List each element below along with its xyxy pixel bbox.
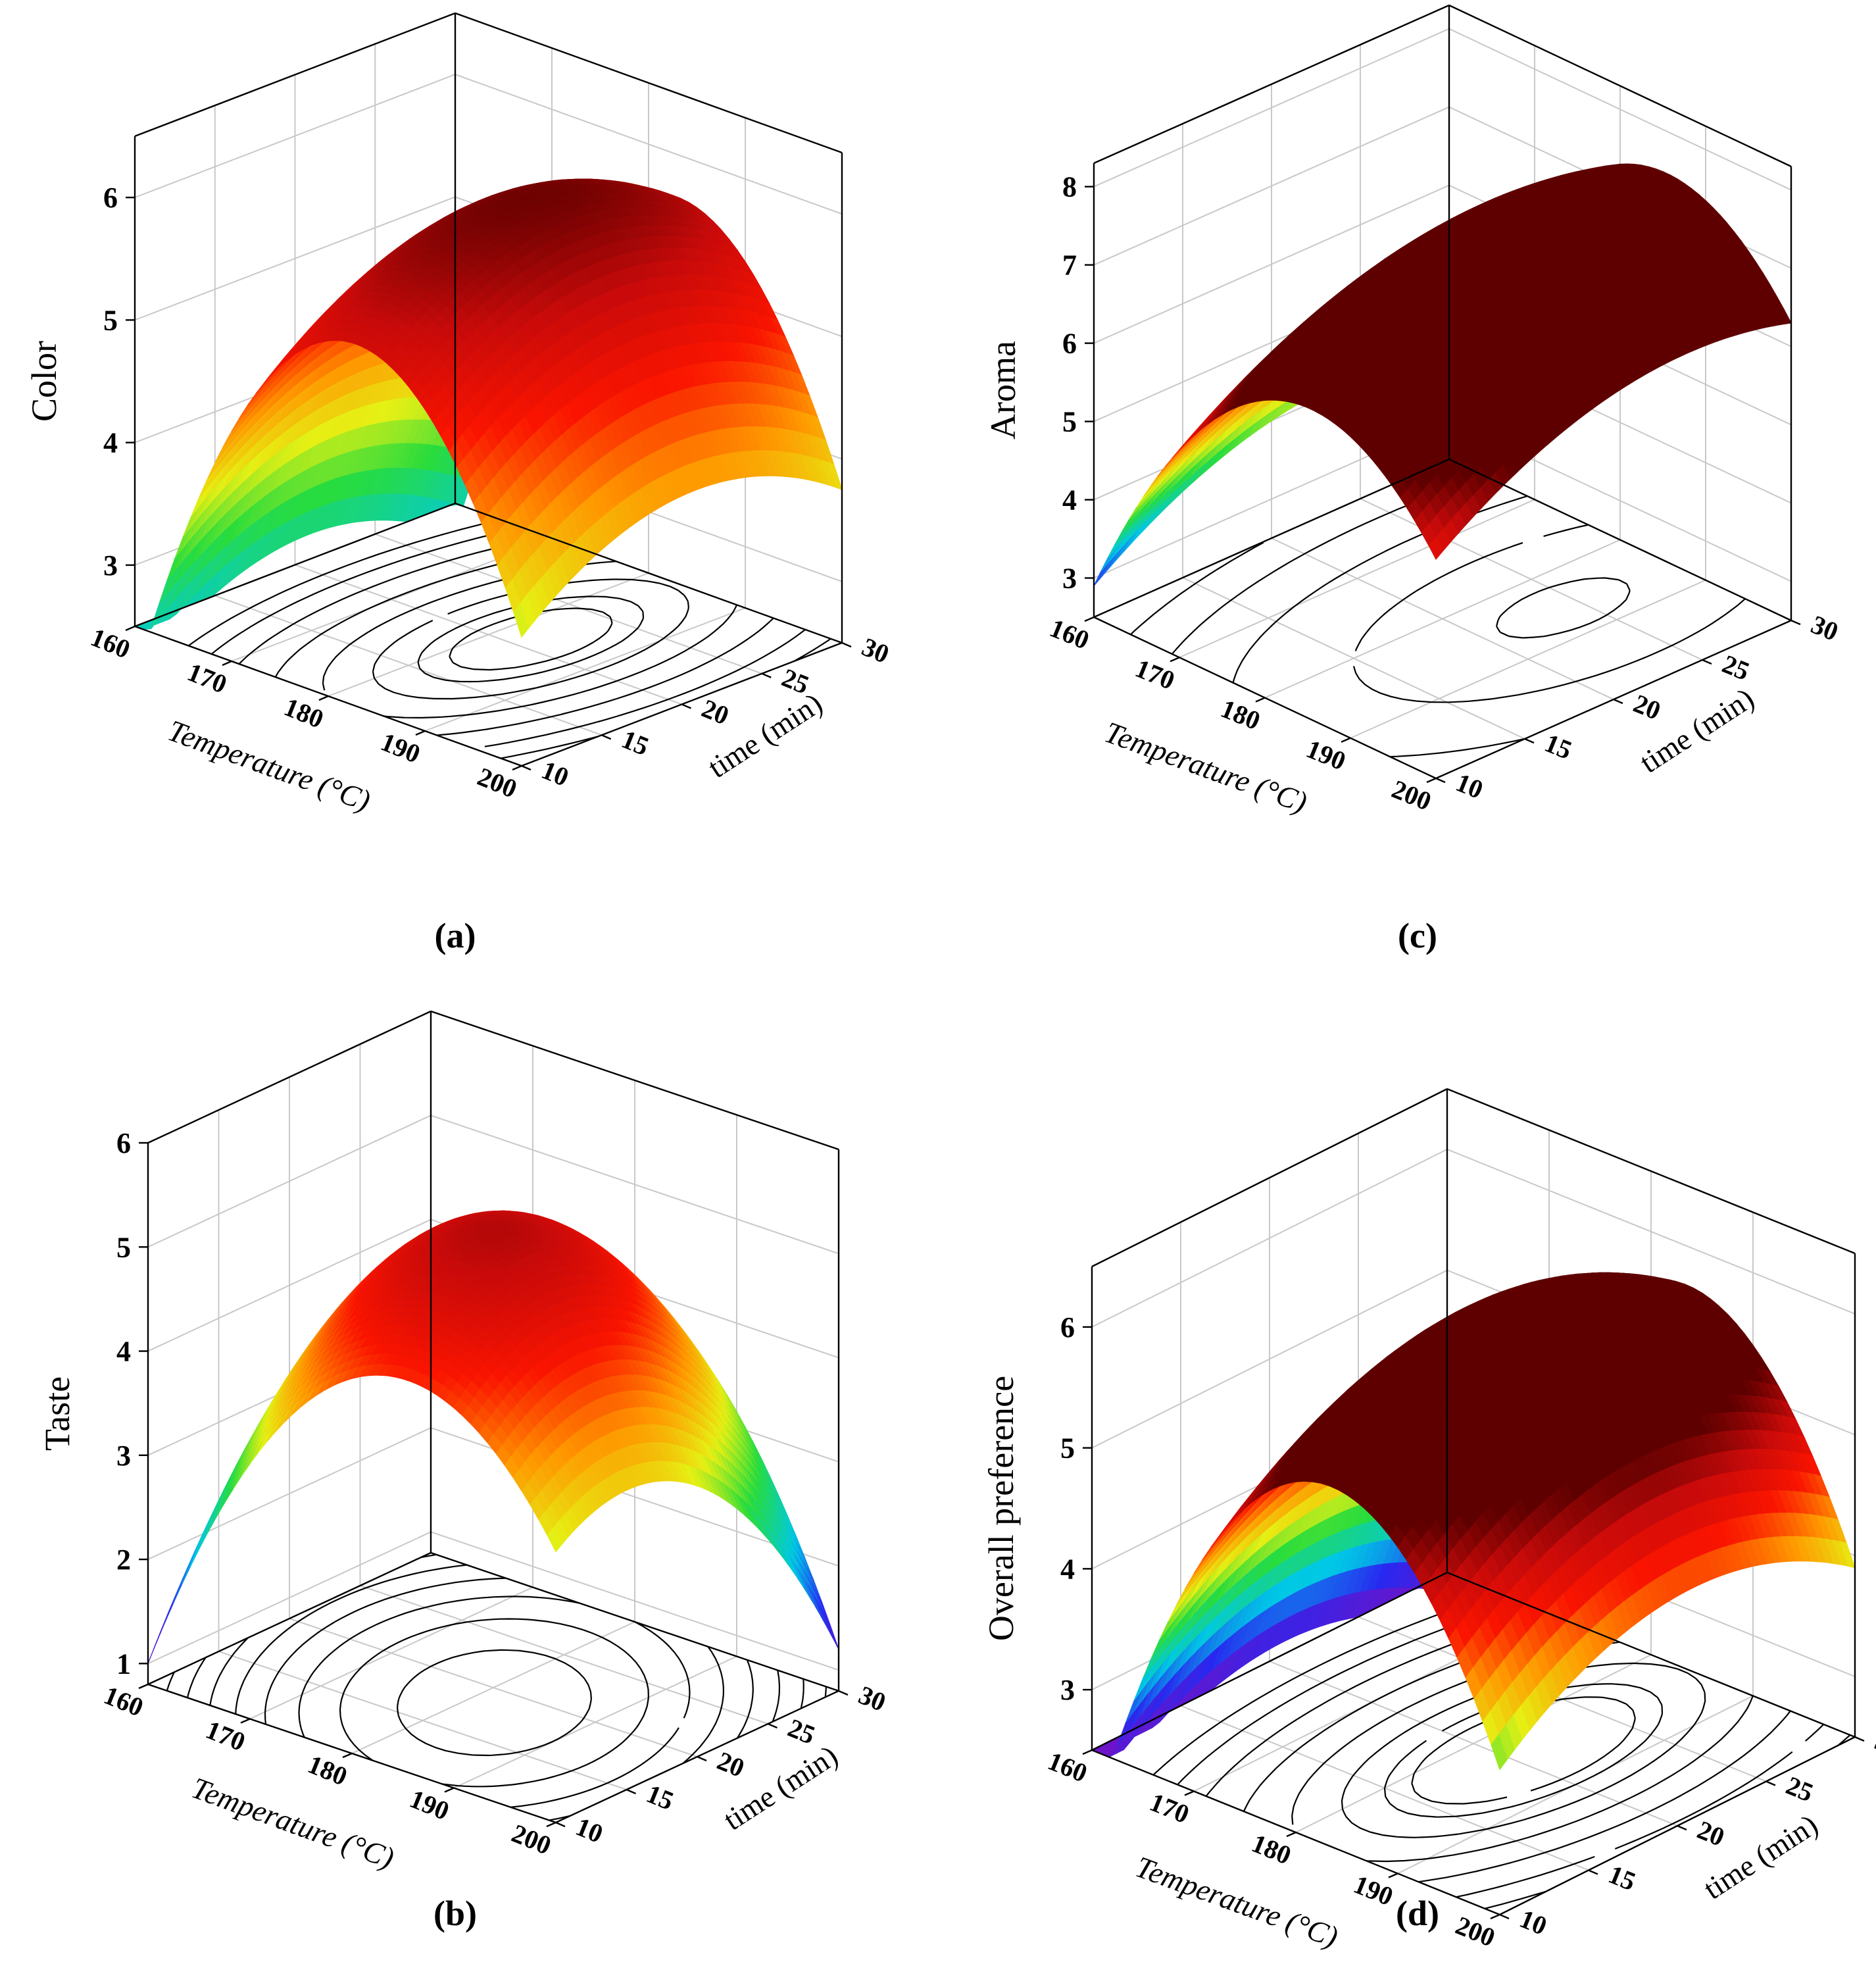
x-tick-label: 170 [1131, 653, 1179, 695]
y-tick-label: 15 [618, 724, 653, 761]
y-tick-label: 10 [1452, 767, 1487, 805]
contour-line [166, 1671, 827, 1698]
x-tick-label: 180 [1217, 693, 1264, 736]
y-tick-mark [601, 734, 612, 740]
z-tick-label: 8 [1062, 171, 1077, 203]
y-tick-mark [841, 641, 852, 648]
x-axis-label: Temperature (°C) [164, 713, 375, 817]
z-tick-label: 6 [1062, 328, 1077, 360]
z-tick-label: 3 [1062, 563, 1077, 595]
y-tick-mark [1702, 659, 1712, 665]
surface-cell [1093, 562, 1109, 586]
y-tick-mark [521, 765, 531, 771]
x-tick-label: 170 [184, 657, 231, 699]
panel-c: 160 170 180 190 200 10 15 20 25 30 3 4 5 6 7 8 Aroma Te… [983, 4, 1842, 955]
z-tick-label: 4 [1062, 484, 1077, 516]
y-tick-mark [1790, 619, 1801, 626]
contour-line [298, 1596, 691, 1808]
y-tick-mark [761, 672, 772, 678]
contour-line [209, 1553, 780, 1723]
x-axis-label: Temperature (°C) [1100, 715, 1312, 819]
y-tick-label: 20 [1629, 688, 1665, 726]
y-tick-label: 15 [1541, 728, 1576, 765]
x-tick-mark [1341, 737, 1351, 743]
x-tick-mark [222, 660, 232, 667]
contour-line [210, 526, 831, 759]
z-tick-label: 6 [103, 182, 118, 214]
x-tick-mark [1084, 616, 1095, 622]
contour-line [235, 1564, 754, 1739]
x-tick-mark [1426, 777, 1437, 784]
x-tick-label: 200 [1388, 774, 1435, 816]
z-tick-label: 4 [103, 427, 118, 459]
contour-line [339, 1618, 649, 1788]
x-tick-mark [1170, 657, 1180, 663]
contour-line [186, 1657, 804, 1709]
contour-line [1496, 577, 1631, 639]
z-axis-label: Color [24, 341, 64, 422]
panel-label: (a) [435, 916, 476, 955]
y-tick-label: 30 [858, 632, 893, 669]
x-tick-label: 190 [377, 726, 424, 768]
x-tick-mark [125, 625, 136, 632]
y-tick-label: 20 [698, 693, 733, 731]
y-tick-mark [681, 703, 691, 709]
y-tick-mark [1435, 777, 1446, 784]
z-tick-label: 3 [103, 549, 118, 582]
y-tick-mark [1613, 698, 1623, 705]
contour-line [417, 595, 645, 683]
contour-line [397, 1649, 592, 1757]
y-tick-label: 10 [537, 755, 573, 792]
y-tick-label: 30 [1807, 609, 1842, 647]
x-tick-label: 160 [1046, 613, 1093, 655]
x-tick-mark [415, 730, 426, 736]
y-tick-label: 25 [1718, 649, 1754, 686]
contour-line [1352, 524, 1746, 703]
z-axis-label: Aroma [983, 341, 1023, 440]
panel-label: (c) [1398, 916, 1437, 955]
z-tick-label: 5 [1062, 406, 1077, 438]
x-tick-label: 180 [280, 692, 328, 734]
x-tick-mark [512, 765, 522, 771]
x-tick-label: 200 [474, 761, 521, 803]
x-tick-mark [318, 695, 329, 701]
z-tick-label: 7 [1062, 249, 1077, 282]
x-tick-label: 160 [87, 622, 134, 664]
z-tick-label: 5 [103, 304, 118, 336]
x-tick-mark [1255, 697, 1266, 703]
x-tick-label: 190 [1302, 734, 1350, 776]
y-tick-mark [1524, 738, 1535, 744]
